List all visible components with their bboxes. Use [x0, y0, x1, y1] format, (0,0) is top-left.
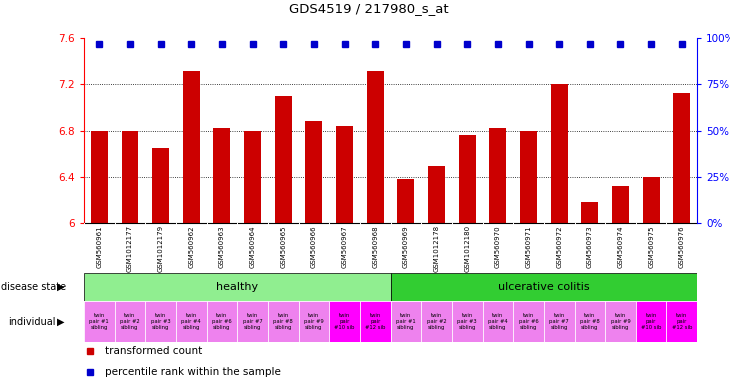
Bar [483, 301, 513, 342]
Text: twin
pair
#12 sib: twin pair #12 sib [365, 313, 385, 330]
Text: twin
pair #1
sibling: twin pair #1 sibling [396, 313, 416, 330]
Text: GSM560964: GSM560964 [250, 225, 256, 268]
Text: GSM560962: GSM560962 [188, 225, 194, 268]
Bar [115, 301, 145, 342]
Text: GSM560972: GSM560972 [556, 225, 562, 268]
Text: GSM1012180: GSM1012180 [464, 225, 470, 272]
Bar [636, 301, 666, 342]
Text: disease state: disease state [1, 282, 66, 292]
Bar [458, 135, 476, 223]
Text: GSM560971: GSM560971 [526, 225, 531, 268]
Text: twin
pair #4
sibling: twin pair #4 sibling [488, 313, 508, 330]
Text: twin
pair #6
sibling: twin pair #6 sibling [518, 313, 539, 330]
Text: GSM1012177: GSM1012177 [127, 225, 133, 272]
Bar [152, 148, 169, 223]
Bar [391, 301, 421, 342]
Text: twin
pair #3
sibling: twin pair #3 sibling [458, 313, 477, 330]
Text: twin
pair #2
sibling: twin pair #2 sibling [426, 313, 447, 330]
Bar [489, 128, 507, 223]
Text: GSM560975: GSM560975 [648, 225, 654, 268]
Text: twin
pair
#10 sib: twin pair #10 sib [334, 313, 355, 330]
Text: ▶: ▶ [57, 316, 64, 327]
Bar [605, 301, 636, 342]
Bar [544, 301, 575, 342]
Text: twin
pair #9
sibling: twin pair #9 sibling [610, 313, 631, 330]
Text: twin
pair #9
sibling: twin pair #9 sibling [304, 313, 324, 330]
Text: GSM560963: GSM560963 [219, 225, 225, 268]
Bar [207, 301, 237, 342]
Text: GSM560969: GSM560969 [403, 225, 409, 268]
Text: GSM560961: GSM560961 [96, 225, 102, 268]
Bar [268, 301, 299, 342]
Bar [581, 202, 599, 223]
Text: twin
pair
#12 sib: twin pair #12 sib [672, 313, 692, 330]
Text: twin
pair #7
sibling: twin pair #7 sibling [549, 313, 569, 330]
Bar [336, 126, 353, 223]
Text: twin
pair #7
sibling: twin pair #7 sibling [242, 313, 263, 330]
Text: GSM560974: GSM560974 [618, 225, 623, 268]
Bar [673, 93, 691, 223]
Bar [244, 131, 261, 223]
Text: twin
pair
#10 sib: twin pair #10 sib [641, 313, 661, 330]
Bar [550, 84, 568, 223]
Bar [329, 301, 360, 342]
Bar [274, 96, 292, 223]
Text: twin
pair #6
sibling: twin pair #6 sibling [212, 313, 232, 330]
Bar [642, 177, 660, 223]
Bar [612, 186, 629, 223]
Text: GSM560967: GSM560967 [342, 225, 347, 268]
Bar [452, 301, 483, 342]
Text: GSM560966: GSM560966 [311, 225, 317, 268]
Text: GSM560965: GSM560965 [280, 225, 286, 268]
Bar [520, 131, 537, 223]
Text: GSM560976: GSM560976 [679, 225, 685, 268]
Text: ▶: ▶ [57, 282, 64, 292]
Bar [366, 71, 384, 223]
Bar [666, 301, 697, 342]
Bar [145, 301, 176, 342]
Text: twin
pair #8
sibling: twin pair #8 sibling [273, 313, 293, 330]
Bar [213, 128, 231, 223]
Bar [421, 301, 452, 342]
Bar [575, 301, 605, 342]
Bar [84, 301, 115, 342]
Text: twin
pair #1
sibling: twin pair #1 sibling [89, 313, 110, 330]
Bar [299, 301, 329, 342]
Bar [305, 121, 323, 223]
Bar [428, 166, 445, 223]
Text: healthy: healthy [216, 282, 258, 292]
Bar [237, 301, 268, 342]
Text: GSM1012179: GSM1012179 [158, 225, 164, 272]
Text: GSM560973: GSM560973 [587, 225, 593, 268]
Bar [360, 301, 391, 342]
Text: individual: individual [8, 316, 55, 327]
Bar [84, 273, 391, 301]
Bar [91, 131, 108, 223]
Text: transformed count: transformed count [105, 346, 203, 356]
Text: twin
pair #3
sibling: twin pair #3 sibling [151, 313, 170, 330]
Text: GSM1012178: GSM1012178 [434, 225, 439, 272]
Text: percentile rank within the sample: percentile rank within the sample [105, 367, 281, 377]
Bar [182, 71, 200, 223]
Bar [391, 273, 697, 301]
Bar [397, 179, 415, 223]
Text: twin
pair #4
sibling: twin pair #4 sibling [181, 313, 201, 330]
Text: GDS4519 / 217980_s_at: GDS4519 / 217980_s_at [289, 2, 448, 15]
Bar [176, 301, 207, 342]
Text: GSM560970: GSM560970 [495, 225, 501, 268]
Text: ulcerative colitis: ulcerative colitis [498, 282, 590, 292]
Text: twin
pair #8
sibling: twin pair #8 sibling [580, 313, 600, 330]
Bar [121, 131, 139, 223]
Text: GSM560968: GSM560968 [372, 225, 378, 268]
Bar [513, 301, 544, 342]
Text: twin
pair #2
sibling: twin pair #2 sibling [120, 313, 140, 330]
